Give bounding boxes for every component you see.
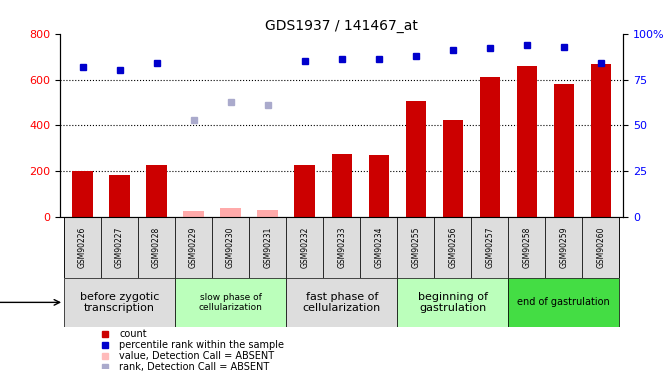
Title: GDS1937 / 141467_at: GDS1937 / 141467_at — [265, 19, 418, 33]
Bar — [64, 278, 175, 327]
Text: GSM90232: GSM90232 — [300, 227, 309, 268]
Text: percentile rank within the sample: percentile rank within the sample — [119, 340, 284, 350]
Bar — [360, 217, 397, 278]
Text: GSM90233: GSM90233 — [337, 226, 346, 268]
Bar — [582, 217, 619, 278]
Bar — [257, 210, 278, 217]
Bar — [220, 208, 241, 217]
Text: GSM90256: GSM90256 — [448, 226, 458, 268]
Bar — [64, 217, 101, 278]
Text: GSM90231: GSM90231 — [263, 227, 272, 268]
Bar — [369, 155, 389, 217]
Bar — [509, 278, 619, 327]
Bar — [443, 120, 463, 217]
Bar — [175, 217, 212, 278]
Text: count: count — [119, 329, 147, 339]
Text: GSM90257: GSM90257 — [485, 226, 494, 268]
Bar — [249, 217, 286, 278]
Text: GSM90259: GSM90259 — [559, 226, 568, 268]
Text: before zygotic
transcription: before zygotic transcription — [80, 292, 159, 313]
Bar — [397, 217, 434, 278]
Bar — [517, 66, 537, 217]
Bar — [545, 217, 582, 278]
Text: GSM90226: GSM90226 — [78, 227, 87, 268]
Bar — [72, 171, 92, 217]
Text: end of gastrulation: end of gastrulation — [517, 297, 610, 307]
Bar — [509, 217, 545, 278]
Text: GSM90260: GSM90260 — [596, 226, 606, 268]
Bar — [286, 278, 397, 327]
Bar — [109, 174, 130, 217]
Bar — [212, 217, 249, 278]
Bar — [295, 165, 315, 217]
Bar — [405, 101, 426, 217]
Bar — [146, 165, 167, 217]
Text: rank, Detection Call = ABSENT: rank, Detection Call = ABSENT — [119, 362, 269, 372]
Text: GSM90229: GSM90229 — [189, 227, 198, 268]
Bar — [553, 84, 574, 217]
Bar — [480, 77, 500, 217]
Text: value, Detection Call = ABSENT: value, Detection Call = ABSENT — [119, 351, 275, 361]
Text: GSM90230: GSM90230 — [226, 226, 235, 268]
Bar — [286, 217, 323, 278]
Bar — [591, 63, 611, 217]
Bar — [397, 278, 509, 327]
Text: slow phase of
cellularization: slow phase of cellularization — [199, 292, 263, 312]
Bar — [434, 217, 471, 278]
Bar — [323, 217, 360, 278]
Bar — [332, 154, 352, 217]
Text: fast phase of
cellularization: fast phase of cellularization — [303, 292, 381, 313]
Bar — [471, 217, 509, 278]
Text: GSM90258: GSM90258 — [523, 227, 531, 268]
Text: GSM90227: GSM90227 — [115, 227, 124, 268]
Bar — [184, 211, 204, 217]
Text: beginning of
gastrulation: beginning of gastrulation — [418, 292, 488, 313]
Text: GSM90234: GSM90234 — [375, 226, 383, 268]
Bar — [175, 278, 286, 327]
Text: GSM90255: GSM90255 — [411, 226, 420, 268]
Bar — [138, 217, 175, 278]
Text: GSM90228: GSM90228 — [152, 227, 161, 268]
Bar — [101, 217, 138, 278]
